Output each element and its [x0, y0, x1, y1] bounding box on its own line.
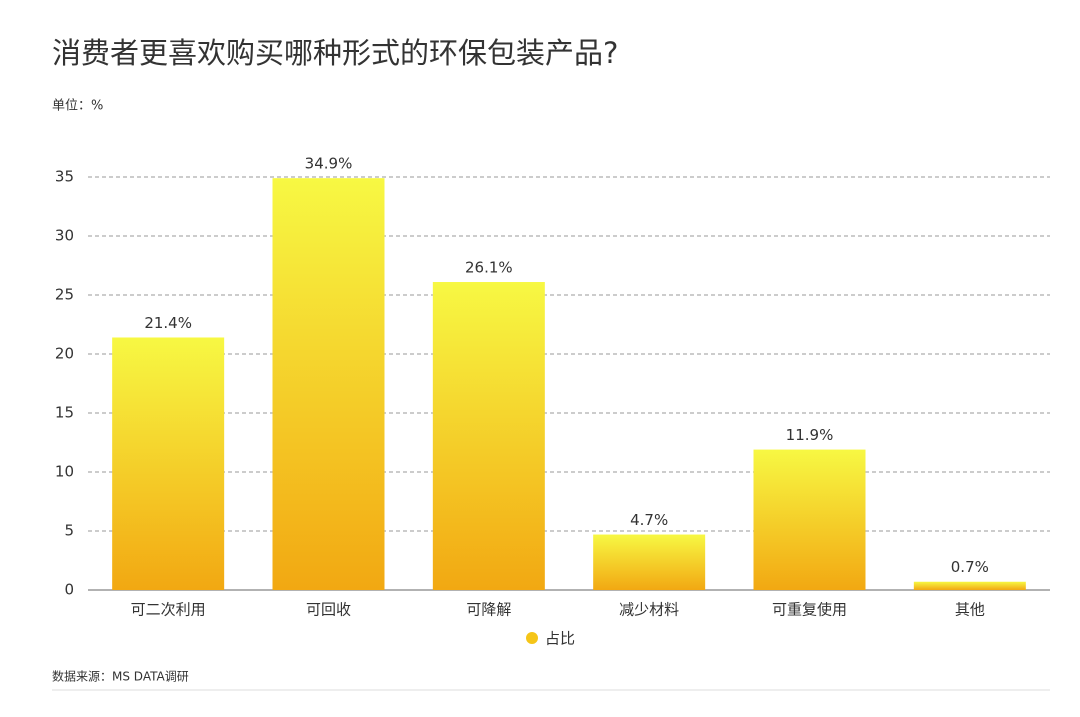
bar	[753, 449, 866, 590]
bar	[272, 178, 385, 590]
x-tick-label: 减少材料	[619, 601, 679, 619]
bar	[593, 534, 706, 590]
x-tick-label: 可降解	[466, 601, 511, 619]
value-label: 11.9%	[786, 426, 834, 444]
chart-title: 消费者更喜欢购买哪种形式的环保包装产品?	[52, 36, 618, 70]
value-label: 0.7%	[951, 558, 989, 576]
value-label: 21.4%	[144, 314, 192, 332]
y-tick-label: 30	[55, 227, 74, 245]
legend-swatch	[526, 632, 538, 644]
bar	[432, 282, 545, 590]
y-tick-label: 15	[55, 404, 74, 422]
x-tick-label: 可回收	[306, 601, 351, 619]
chart-subtitle: 单位：%	[52, 99, 103, 114]
y-tick-label: 10	[55, 463, 74, 481]
source-note: 数据来源：MS DATA调研	[52, 669, 189, 684]
value-label: 34.9%	[305, 155, 353, 173]
bar	[112, 337, 225, 590]
y-tick-label: 25	[55, 286, 74, 304]
x-tick-label: 其他	[955, 601, 985, 619]
value-label: 26.1%	[465, 259, 513, 277]
y-tick-label: 0	[64, 581, 74, 599]
x-tick-label: 可二次利用	[131, 601, 206, 619]
bar	[913, 581, 1026, 590]
y-tick-label: 20	[55, 345, 74, 363]
value-label: 4.7%	[630, 511, 668, 529]
legend-label: 占比	[545, 630, 575, 648]
x-tick-label: 可重复使用	[772, 601, 847, 619]
y-tick-label: 35	[55, 168, 74, 186]
y-tick-label: 5	[64, 522, 74, 540]
